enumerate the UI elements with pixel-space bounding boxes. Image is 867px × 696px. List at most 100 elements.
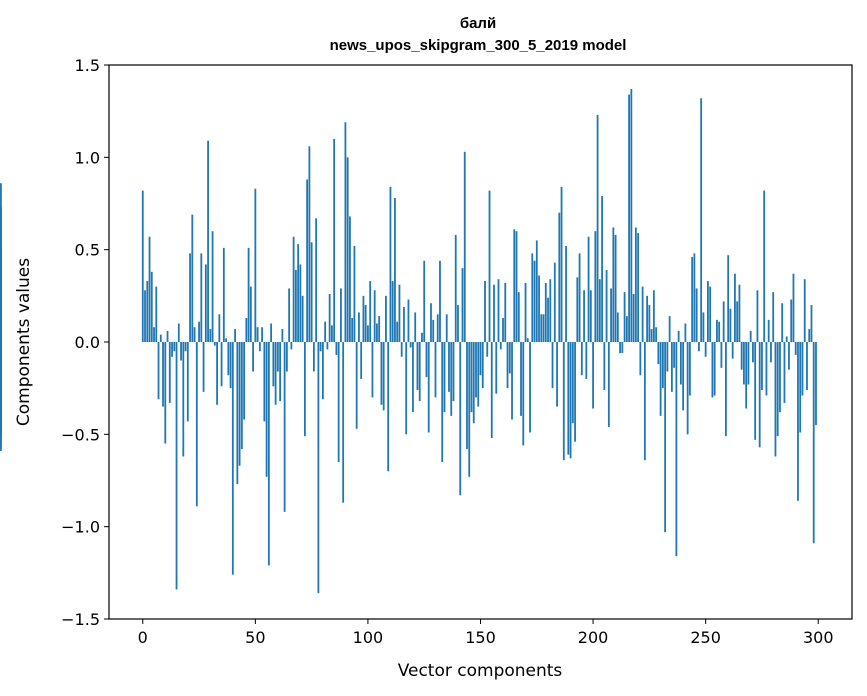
bar-84 bbox=[331, 325, 333, 342]
bar-271 bbox=[752, 342, 754, 363]
bar-199 bbox=[589, 290, 592, 342]
bar-254 bbox=[713, 342, 716, 396]
bar-35 bbox=[220, 342, 223, 387]
bar-212 bbox=[619, 342, 621, 354]
bar-70 bbox=[299, 264, 302, 342]
bar-16 bbox=[177, 323, 180, 342]
bar-253 bbox=[711, 342, 714, 398]
bar-184 bbox=[556, 342, 558, 407]
bar-38 bbox=[227, 342, 230, 376]
bar-6 bbox=[155, 286, 158, 342]
bar-159 bbox=[499, 342, 502, 350]
x-axis-label: Vector components bbox=[398, 661, 563, 681]
bar-81 bbox=[324, 321, 327, 342]
bar-297 bbox=[810, 305, 813, 342]
bar-285 bbox=[783, 342, 786, 403]
bar-76 bbox=[312, 342, 315, 372]
bar-275 bbox=[761, 342, 763, 391]
bar-63 bbox=[283, 342, 286, 512]
bar-180 bbox=[547, 297, 549, 342]
bar-8 bbox=[159, 334, 162, 342]
bar-238 bbox=[677, 330, 680, 342]
bar-193 bbox=[576, 277, 579, 342]
bar-91 bbox=[346, 157, 349, 342]
bar-260 bbox=[727, 255, 730, 342]
bar-262 bbox=[731, 342, 734, 359]
y-tick-label: −1.5 bbox=[61, 610, 100, 629]
bar-189 bbox=[567, 342, 570, 455]
bar-98 bbox=[362, 295, 365, 342]
bar-232 bbox=[664, 342, 667, 533]
bar-3 bbox=[148, 236, 151, 342]
x-tick-label: 300 bbox=[803, 628, 834, 647]
bar-225 bbox=[648, 305, 651, 342]
bar-111 bbox=[391, 281, 394, 342]
bar-72 bbox=[303, 342, 306, 437]
bar-264 bbox=[736, 301, 739, 342]
x-tick-label: 100 bbox=[353, 628, 384, 647]
bar-230 bbox=[659, 342, 662, 416]
bar-107 bbox=[382, 342, 385, 411]
bar-175 bbox=[535, 240, 538, 342]
bar-52 bbox=[258, 342, 261, 352]
bar-82 bbox=[326, 342, 329, 350]
bar-133 bbox=[441, 342, 444, 463]
bar-undefined bbox=[0, 183, 2, 342]
bar-24 bbox=[195, 342, 198, 507]
bar-293 bbox=[801, 342, 804, 396]
bar-209 bbox=[612, 227, 615, 342]
bar-244 bbox=[691, 257, 694, 342]
y-tick-label: 1.0 bbox=[75, 148, 100, 167]
bar-4 bbox=[150, 271, 153, 342]
bar-134 bbox=[443, 342, 446, 413]
bar-147 bbox=[472, 342, 475, 424]
bar-259 bbox=[725, 342, 727, 437]
bar-241 bbox=[684, 323, 687, 342]
bar-179 bbox=[544, 282, 547, 342]
bar-181 bbox=[549, 279, 552, 342]
bar-226 bbox=[650, 329, 653, 342]
bar-108 bbox=[385, 295, 387, 342]
bar-155 bbox=[490, 342, 493, 439]
bar-290 bbox=[794, 342, 797, 355]
bar-103 bbox=[373, 290, 376, 342]
bar-43 bbox=[238, 342, 241, 466]
x-tick-label: 200 bbox=[578, 628, 609, 647]
bar-281 bbox=[774, 342, 777, 457]
bar-64 bbox=[285, 342, 288, 372]
bar-149 bbox=[477, 342, 480, 407]
bar-60 bbox=[276, 342, 279, 372]
bar-207 bbox=[607, 342, 610, 427]
bar-10 bbox=[164, 342, 167, 444]
bar-96 bbox=[358, 312, 360, 342]
bar-113 bbox=[396, 321, 399, 342]
bar-295 bbox=[806, 342, 808, 391]
bar-165 bbox=[513, 229, 516, 342]
bar-21 bbox=[189, 253, 191, 342]
x-axis-ticks: 0 50 100 150 200 250 300 bbox=[138, 619, 834, 647]
bar-89 bbox=[342, 342, 345, 503]
bar-20 bbox=[186, 342, 189, 422]
bar-160 bbox=[502, 317, 504, 342]
bar-2 bbox=[146, 281, 149, 342]
bar-242 bbox=[686, 342, 689, 435]
bar-undefined bbox=[0, 342, 2, 354]
x-tick-label: 50 bbox=[245, 628, 265, 647]
bar-298 bbox=[812, 342, 815, 544]
bar-66 bbox=[290, 342, 293, 350]
bar-85 bbox=[333, 138, 336, 342]
bar-114 bbox=[398, 284, 401, 342]
y-tick-label: 1.5 bbox=[75, 56, 100, 75]
bar-141 bbox=[459, 342, 462, 496]
bar-220 bbox=[637, 233, 640, 342]
bar-208 bbox=[610, 288, 612, 342]
y-tick-label: −1.0 bbox=[61, 518, 100, 537]
bar-250 bbox=[704, 342, 707, 357]
bar-223 bbox=[643, 342, 646, 461]
bar-246 bbox=[695, 288, 698, 342]
bar-48 bbox=[249, 286, 252, 342]
bar-14 bbox=[173, 342, 176, 352]
bar-239 bbox=[679, 342, 682, 385]
bar-77 bbox=[315, 218, 318, 342]
bar-37 bbox=[225, 338, 227, 342]
